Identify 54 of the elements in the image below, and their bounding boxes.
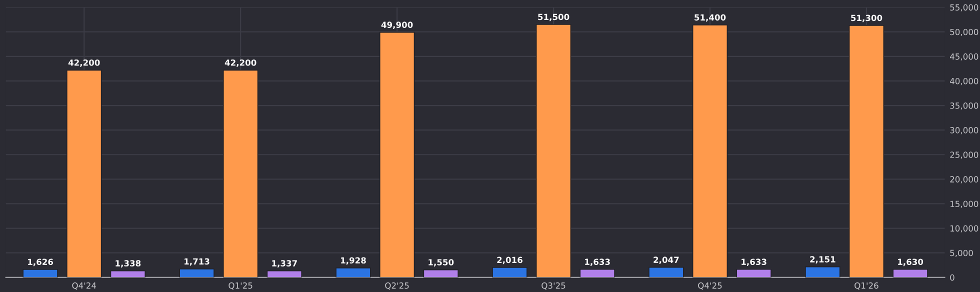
x-tick-label: Q2'25 xyxy=(385,282,409,290)
data-label: 1,633 xyxy=(585,258,610,266)
y-tick-label: 50,000 xyxy=(950,28,978,36)
bar xyxy=(379,32,415,278)
data-label: 1,713 xyxy=(184,258,210,266)
data-label: 51,400 xyxy=(694,14,726,22)
data-label: 2,047 xyxy=(654,256,679,264)
data-label: 42,200 xyxy=(68,59,100,67)
bar xyxy=(22,268,58,278)
x-tick-label: Q4'24 xyxy=(72,282,96,290)
x-tick-label: Q4'25 xyxy=(698,282,722,290)
data-label: 1,337 xyxy=(272,260,297,268)
data-label: 1,338 xyxy=(116,260,141,268)
data-label: 42,200 xyxy=(224,59,256,67)
data-label: 2,016 xyxy=(497,256,522,264)
bar xyxy=(423,269,459,278)
data-label: 49,900 xyxy=(381,22,413,30)
bar xyxy=(336,268,371,278)
bar xyxy=(536,24,572,278)
bar xyxy=(736,268,772,278)
y-tick-label: 30,000 xyxy=(950,127,978,134)
bar xyxy=(892,268,928,278)
y-tick-label: 55,000 xyxy=(950,4,978,12)
bar xyxy=(492,267,528,278)
data-label: 51,300 xyxy=(851,14,882,22)
data-label: 1,626 xyxy=(28,258,54,266)
data-label: 1,550 xyxy=(428,259,454,266)
data-label: 2,151 xyxy=(810,256,836,264)
x-tick-label: Q3'25 xyxy=(542,282,566,290)
data-label: 1,633 xyxy=(742,258,766,266)
data-label: 1,928 xyxy=(341,257,366,265)
x-tick-label: Q1'26 xyxy=(854,282,878,290)
y-tick-label: 5,000 xyxy=(950,250,973,257)
bar xyxy=(848,25,884,278)
data-label: 51,500 xyxy=(538,14,570,22)
y-tick-label: 35,000 xyxy=(950,102,978,110)
y-tick-label: 45,000 xyxy=(950,53,978,61)
y-tick-label: 25,000 xyxy=(950,152,978,159)
data-label: 1,630 xyxy=(898,258,924,266)
y-tick-label: 40,000 xyxy=(950,78,978,86)
bar xyxy=(692,24,728,278)
bar xyxy=(580,268,615,278)
y-tick-label: 20,000 xyxy=(950,176,978,184)
bar xyxy=(179,268,214,278)
x-tick-label: Q1'25 xyxy=(228,282,252,290)
bar xyxy=(266,270,302,278)
y-tick-label: 0 xyxy=(950,274,954,281)
y-tick-label: 15,000 xyxy=(950,200,978,208)
bar xyxy=(66,70,102,278)
bar xyxy=(110,270,146,278)
y-tick-label: 10,000 xyxy=(950,225,978,232)
bar xyxy=(648,266,684,278)
bar xyxy=(222,70,258,278)
bar xyxy=(805,266,840,278)
